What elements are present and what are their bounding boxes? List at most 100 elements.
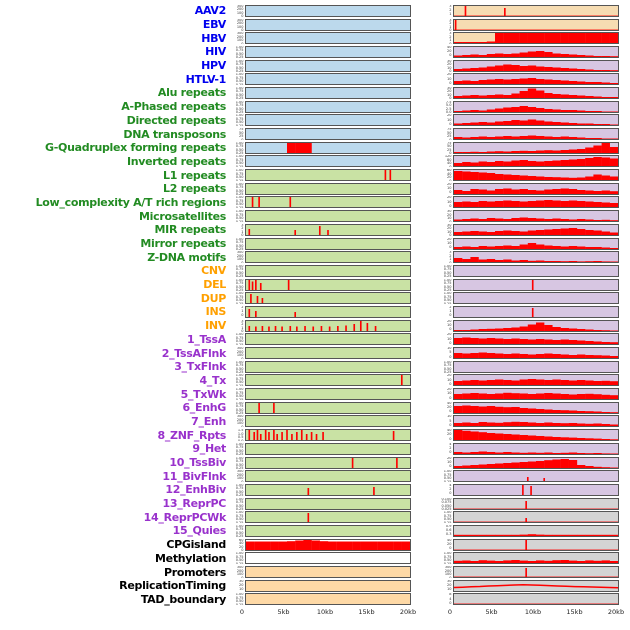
track-row-methylation: Methylation 1.000.750.500.250.00 1.000.750… [0, 552, 630, 566]
right-axis-ticks-mir-repeats: 30 20 10 0 [447, 223, 452, 236]
track-label-tad-boundary: TAD_boundary [140, 592, 226, 606]
track-panel-left-cpgisland [245, 538, 411, 551]
track-label-inverted-repeats: Inverted repeats [126, 154, 226, 168]
track-panel-left-inv [245, 319, 411, 332]
track-row-hbv: HBV 300 200 100 0 3 2 1 0 [0, 31, 630, 45]
right-axis-ticks-hiv: 40 20 0 [447, 45, 452, 58]
track-label-15-quies: 15_Quies [172, 524, 227, 538]
track-panel-left-del [245, 278, 411, 291]
track-row-cnv: CNV 1.000.750.500.250.00 1.000.750.500.250… [0, 264, 630, 278]
right-axis-ticks-14-reprpcwk: 1.000.750.500.250.00 [443, 511, 452, 524]
left-axis-ticks-mirror-repeats: 1.000.750.500.250.00 [235, 237, 244, 250]
track-panel-left-methylation [245, 552, 411, 565]
track-panel-right-g-quadruplex-forming-repeats [453, 141, 619, 154]
track-panel-right-mir-repeats [453, 223, 619, 236]
left-axis-ticks-directed-repeats: 1.000.750.500.250.00 [235, 114, 244, 127]
left-axis-ticks-8-znf-rpts: 1.5 1.0 0.5 0.0 [237, 429, 244, 442]
right-axis-ticks-g-quadruplex-forming-repeats: 75 50 25 0 [447, 141, 452, 154]
left-axis-ticks-dup: 1.000.750.500.250.00 [235, 292, 244, 305]
track-label-g-quadruplex-forming-repeats: G-Quadruplex forming repeats [45, 141, 226, 155]
track-panel-right-14-reprpcwk [453, 511, 619, 524]
left-axis-ticks-4-tx: 1.000.750.500.250.00 [235, 374, 244, 387]
track-row-8-znf-rpts: 8_ZNF_Rpts 1.5 1.0 0.5 0.0 40 20 0 [0, 428, 630, 442]
track-label-9-het: 9_Het [192, 442, 226, 456]
track-label-ebv: EBV [202, 18, 226, 32]
track-label-alu-repeats: Alu repeats [157, 86, 226, 100]
track-panel-left-15-quies [245, 524, 411, 537]
track-label-3-txflnk: 3_TxFlnk [174, 360, 226, 374]
x-axis-tick-right-0: 0 [447, 608, 453, 617]
track-panel-right-10-tssbiv [453, 456, 619, 469]
track-label-directed-repeats: Directed repeats [126, 113, 227, 127]
track-panel-left-aav2 [245, 4, 411, 17]
left-axis-ticks-2-tssaflnk: 300 200 100 0 [236, 347, 244, 360]
track-label-l1-repeats: L1 repeats [163, 168, 226, 182]
right-axis-ticks-dna-transposons: 75 50 25 0 [447, 128, 452, 141]
track-label-hbv: HBV [201, 31, 226, 45]
track-panel-right-1-tssa [453, 333, 619, 346]
track-panel-left-hbv [245, 32, 411, 45]
track-label-2-tssaflnk: 2_TssAFlnk [161, 346, 227, 360]
track-row-tad-boundary: TAD_boundary 1.000.750.500.250.00 840 [0, 593, 630, 607]
track-label-inv: INV [205, 319, 226, 333]
x-axis-tick-right-10kb: 10kb [524, 608, 542, 617]
track-panel-right-low-complexity-a-t-rich-regions [453, 196, 619, 209]
track-label-l2-repeats: L2 repeats [163, 182, 226, 196]
track-panel-right-ins [453, 305, 619, 318]
track-panel-right-7-enh [453, 415, 619, 428]
right-axis-ticks-5-txwk: 20 10 0 [447, 388, 452, 400]
track-panel-right-aav2 [453, 4, 619, 17]
right-axis-ticks-htlv-1: 20 10 0 [447, 73, 452, 85]
track-row-low-complexity-a-t-rich-regions: Low_complexity A/T rich regions 1.00 0.75 0… [0, 196, 630, 210]
left-axis-ticks-cnv: 1.000.750.500.250.00 [235, 264, 244, 277]
track-label-htlv-1: HTLV-1 [185, 72, 227, 86]
left-axis-ticks-10-tssbiv: 1.000.750.500.250.00 [235, 456, 244, 469]
track-row-ebv: EBV 300 200 100 0 3 2 1 0 [0, 18, 630, 32]
track-panel-left-8-znf-rpts [245, 429, 411, 442]
left-axis-ticks-low-complexity-a-t-rich-regions: 1.000.750.500.250.00 [235, 196, 244, 209]
left-axis-ticks-l1-repeats: 1.000.750.500.250.00 [235, 169, 244, 182]
track-panel-right-tad-boundary [453, 593, 619, 606]
track-panel-left-cnv [245, 264, 411, 277]
right-axis-ticks-low-complexity-a-t-rich-regions: 20 10 0 [447, 196, 452, 208]
x-axis-tick-left-10kb: 10kb [316, 608, 334, 617]
track-row-directed-repeats: Directed repeats 1.000.750.500.250.00 2010… [0, 114, 630, 128]
track-label-10-tssbiv: 10_TssBiv [169, 456, 226, 470]
track-panel-right-replicationtiming [453, 579, 619, 592]
track-row-2-tssaflnk: 2_TssAFlnk 300 200 100 0 10 5 0 [0, 346, 630, 360]
left-axis-ticks-l2-repeats: 1.000.750.500.250.00 [235, 182, 244, 195]
track-label-4-tx: 4_Tx [199, 373, 226, 387]
track-panel-left-mirror-repeats [245, 237, 411, 250]
track-panel-left-11-bivflnk [245, 470, 411, 483]
right-axis-ticks-l2-repeats: 20 10 0 [447, 182, 452, 195]
track-panel-left-9-het [245, 442, 411, 455]
left-axis-ticks-hiv: 1.000.750.500.250.00 [235, 45, 244, 58]
right-axis-ticks-hpv: 30 20 10 0 [447, 59, 452, 72]
left-axis-ticks-tad-boundary: 1.000.750.500.250.00 [235, 593, 244, 606]
track-panel-right-cpgisland [453, 538, 619, 551]
track-label-12-enhbiv: 12_EnhBiv [165, 483, 226, 497]
track-row-del: DEL 1.000.750.500.250.00 1.000.750.500.250… [0, 278, 630, 292]
track-row-aav2: AAV2 300 200 100 0 3 2 1 [0, 4, 630, 18]
track-panel-left-promoters [245, 566, 411, 579]
track-panel-right-alu-repeats [453, 86, 619, 99]
track-panel-right-del [453, 278, 619, 291]
track-panel-left-tad-boundary [245, 593, 411, 606]
track-panel-left-hiv [245, 45, 411, 58]
x-axis-row: 0 5kb 10kb 15kb 20kb 0 5kb 10kb 15kb 20k… [0, 606, 630, 620]
left-axis-ticks-hbv: 300 200 100 0 [236, 32, 244, 45]
track-label-ins: INS [205, 305, 227, 319]
track-panel-right-a-phased-repeats [453, 100, 619, 113]
track-row-g-quadruplex-forming-repeats: G-Quadruplex forming repeats 1.00 0.75 0.50… [0, 141, 630, 155]
track-panel-left-replicationtiming [245, 579, 411, 592]
track-panel-left-htlv-1 [245, 73, 411, 86]
left-axis-ticks-3-txflnk: 1.000.750.500.250.00 [235, 360, 244, 373]
track-panel-right-dup [453, 292, 619, 305]
